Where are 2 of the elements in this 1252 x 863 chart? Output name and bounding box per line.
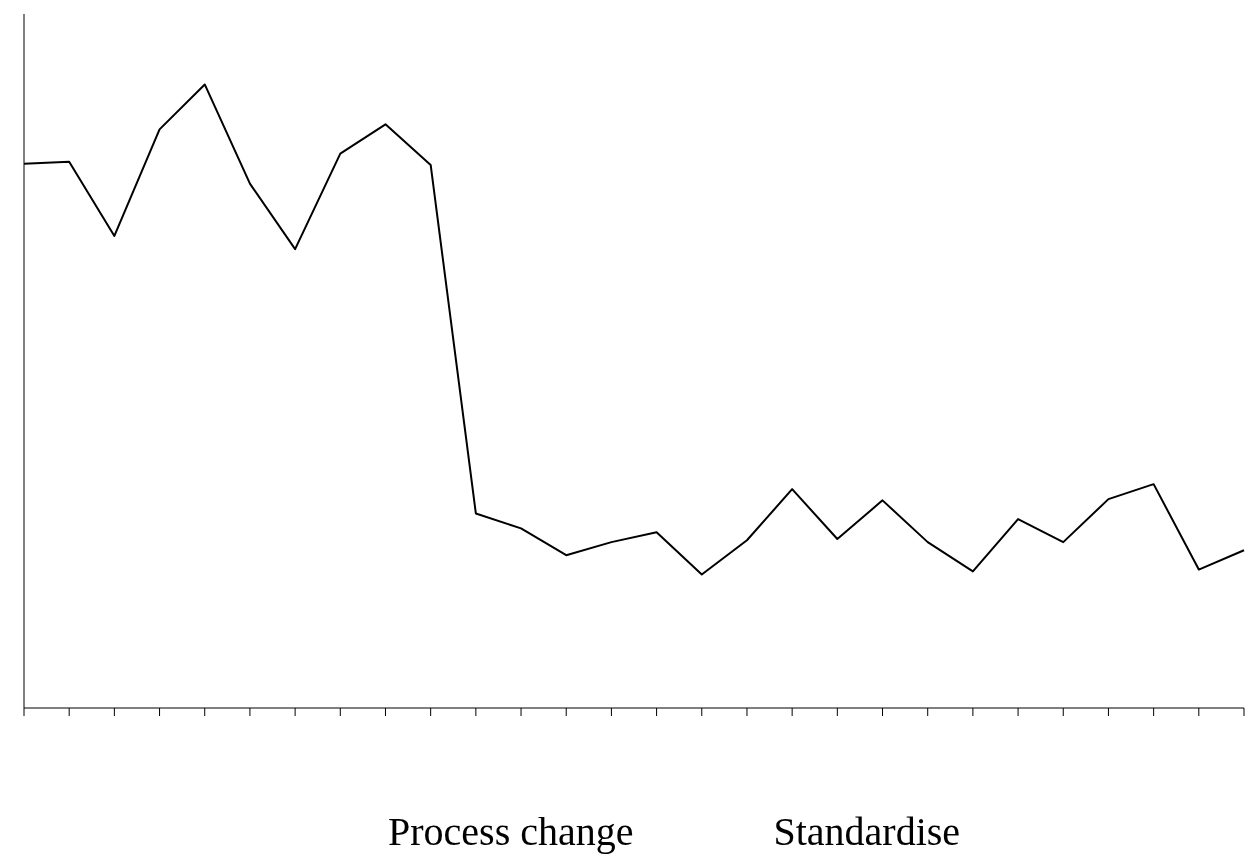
text: Standardise	[773, 808, 961, 855]
text: Process change	[388, 808, 634, 855]
